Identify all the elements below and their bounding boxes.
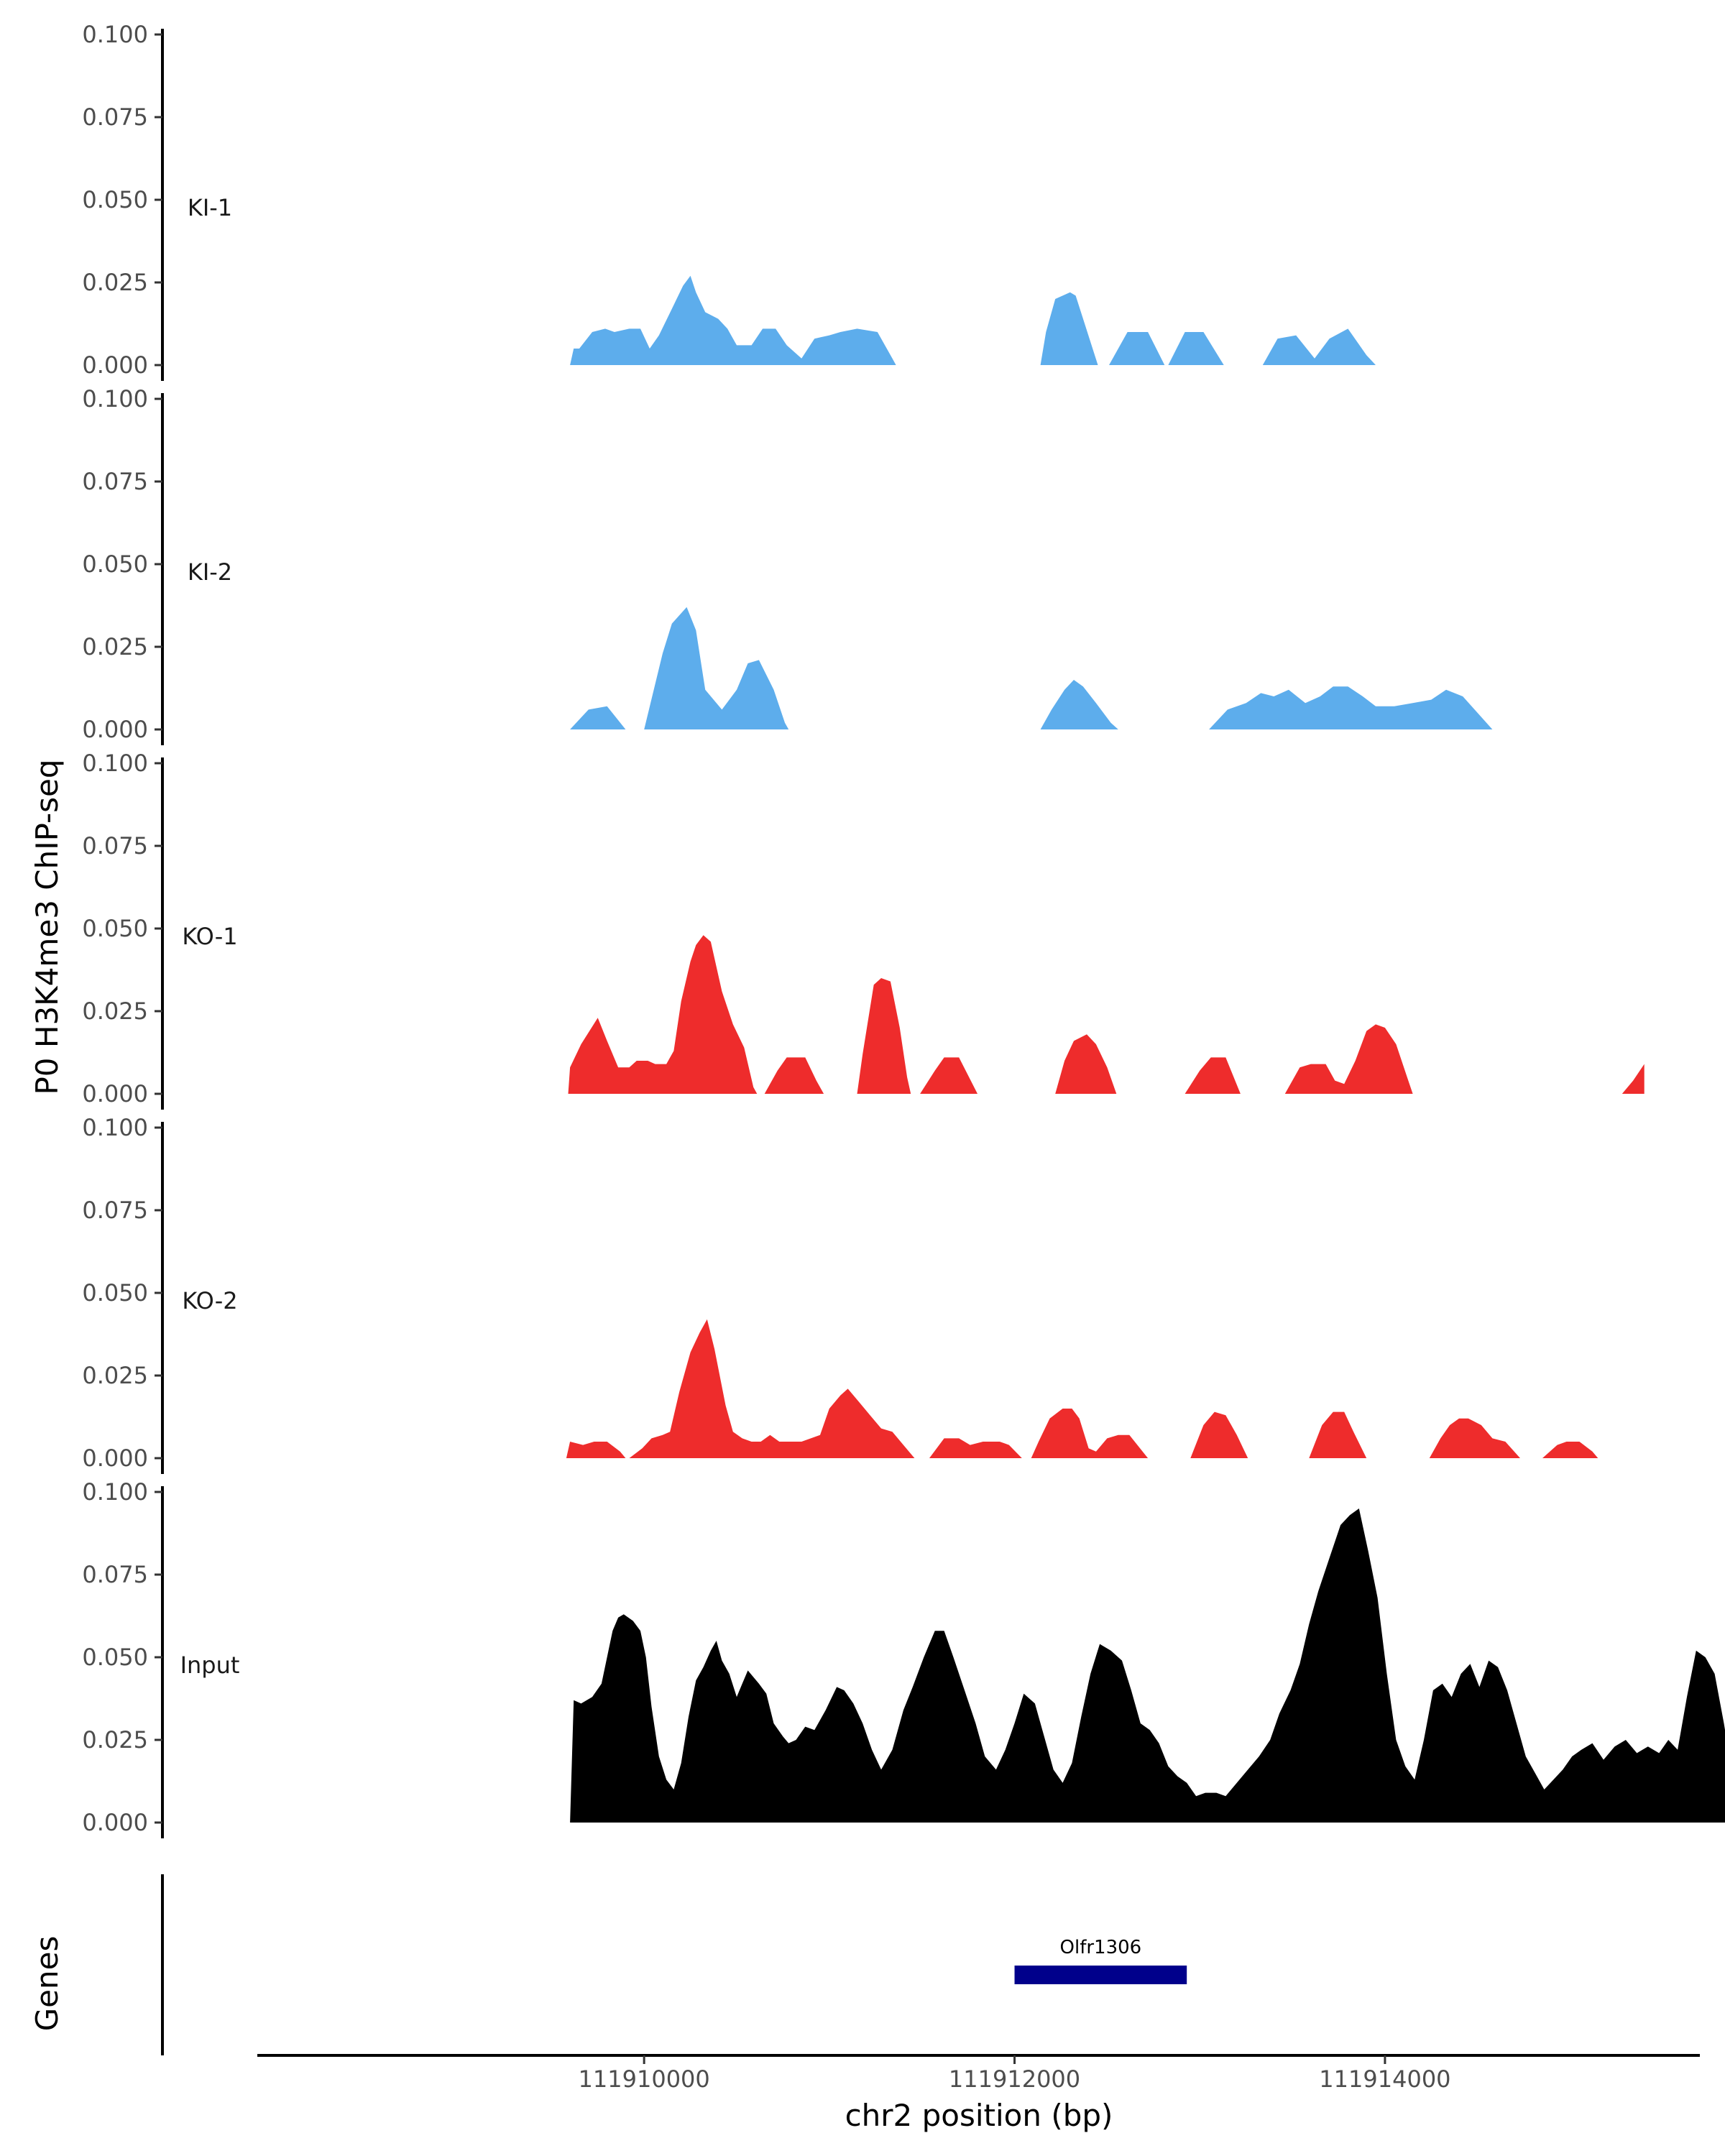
y-tick-label: 0.025 bbox=[82, 998, 148, 1025]
y-tick-label: 0.050 bbox=[82, 1279, 148, 1307]
signal-area bbox=[570, 275, 896, 365]
y-axis-title: P0 H3K4me3 ChIP-seq bbox=[29, 759, 65, 1095]
signal-area bbox=[1040, 680, 1118, 729]
track-label: KO-1 bbox=[182, 923, 237, 950]
signal-area bbox=[764, 1057, 824, 1094]
y-tick-label: 0.000 bbox=[82, 1809, 148, 1836]
genes-axis-title: Genes bbox=[29, 1936, 65, 2032]
signal-area bbox=[1109, 332, 1165, 365]
track-ki-2: 0.000 0.025 0.050 0.075 0.100 KI-2 bbox=[82, 385, 1493, 745]
y-tick-label: 0.075 bbox=[82, 1561, 148, 1588]
y-tick-label: 0.050 bbox=[82, 186, 148, 213]
signal-area bbox=[1040, 292, 1098, 365]
y-tick-label: 0.075 bbox=[82, 468, 148, 495]
signal-area bbox=[1309, 1411, 1367, 1458]
track-ki-1: 0.000 0.025 0.050 0.075 0.100 KI-1 bbox=[82, 21, 1376, 381]
signal-area bbox=[929, 1438, 1022, 1458]
x-tick-label: 111912000 bbox=[949, 2065, 1080, 2093]
signal-area bbox=[570, 706, 626, 729]
signal-area bbox=[920, 1057, 978, 1094]
track-ko-1: 0.000 0.025 0.050 0.075 0.100 KO-1 bbox=[82, 750, 1644, 1110]
genes-panel: 111910000 111912000 111914000 Olfr1306 bbox=[161, 1874, 1700, 2093]
signal-area bbox=[1622, 1064, 1644, 1094]
track-input: 0.000 0.025 0.050 0.075 0.100 Input bbox=[82, 1478, 1725, 1838]
signal-area bbox=[1031, 1409, 1149, 1458]
y-tick-label: 0.100 bbox=[82, 21, 148, 48]
y-tick-label: 0.075 bbox=[82, 103, 148, 131]
track-label: KO-2 bbox=[182, 1287, 237, 1314]
signal-area bbox=[857, 978, 911, 1094]
signal-area bbox=[570, 1508, 1725, 1823]
signal-area bbox=[1284, 1024, 1413, 1094]
y-tick-label: 0.025 bbox=[82, 1726, 148, 1754]
y-tick-label: 0.075 bbox=[82, 832, 148, 860]
y-tick-label: 0.000 bbox=[82, 1445, 148, 1472]
x-tick-label: 111910000 bbox=[579, 2065, 710, 2093]
signal-area bbox=[1168, 332, 1224, 365]
signal-area bbox=[1190, 1411, 1248, 1458]
track-label: KI-2 bbox=[188, 558, 232, 586]
x-axis-title: chr2 position (bp) bbox=[845, 2098, 1113, 2133]
y-tick-label: 0.050 bbox=[82, 915, 148, 942]
signal-area bbox=[1429, 1418, 1520, 1458]
x-tick-label: 111914000 bbox=[1319, 2065, 1450, 2093]
y-tick-label: 0.000 bbox=[82, 351, 148, 379]
signal-area bbox=[1055, 1034, 1117, 1094]
track-panels: 0.0000.0250.0500.0750.100KI-10.0000.0250… bbox=[82, 21, 1725, 1838]
track-label: Input bbox=[180, 1651, 240, 1679]
signal-area bbox=[566, 1442, 626, 1458]
track-label: KI-1 bbox=[188, 194, 232, 221]
y-tick-label: 0.100 bbox=[82, 1478, 148, 1506]
track-ko-2: 0.000 0.025 0.050 0.075 0.100 KO-2 bbox=[82, 1114, 1598, 1474]
y-tick-label: 0.050 bbox=[82, 1644, 148, 1671]
y-tick-label: 0.025 bbox=[82, 269, 148, 296]
y-tick-label: 0.100 bbox=[82, 1114, 148, 1141]
signal-area bbox=[1184, 1057, 1241, 1094]
signal-area bbox=[644, 607, 789, 729]
signal-area bbox=[1542, 1442, 1598, 1458]
gene-bar bbox=[1014, 1966, 1187, 1984]
signal-area bbox=[629, 1319, 915, 1458]
signal-area bbox=[568, 935, 758, 1094]
y-tick-label: 0.050 bbox=[82, 550, 148, 578]
y-tick-label: 0.100 bbox=[82, 385, 148, 413]
y-tick-label: 0.025 bbox=[82, 633, 148, 660]
y-tick-label: 0.100 bbox=[82, 750, 148, 777]
y-tick-label: 0.025 bbox=[82, 1362, 148, 1389]
y-tick-label: 0.000 bbox=[82, 1080, 148, 1107]
y-tick-label: 0.075 bbox=[82, 1197, 148, 1224]
signal-area bbox=[1262, 328, 1376, 365]
y-tick-label: 0.000 bbox=[82, 716, 148, 743]
gene-label: Olfr1306 bbox=[1060, 1937, 1142, 1958]
signal-area bbox=[1209, 686, 1493, 729]
